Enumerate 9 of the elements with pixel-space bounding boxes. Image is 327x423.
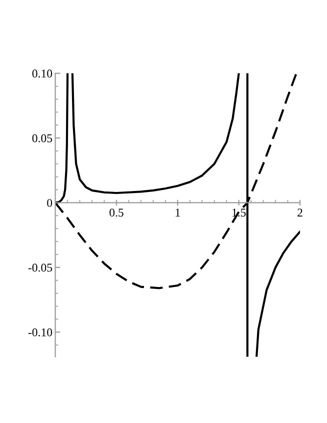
y-tick-label: -0.10 <box>28 328 52 336</box>
x-tick-label: 1 <box>176 208 180 216</box>
y-tick-label: -0.05 <box>28 264 52 272</box>
y-tick-label: 0.05 <box>32 134 52 142</box>
y-tick-label: 0 <box>47 198 52 207</box>
x-tick-label: 1.5 <box>232 208 246 217</box>
x-tick-label: 0.5 <box>110 208 124 217</box>
x-tick-label: 2 <box>298 208 302 216</box>
y-tick-label: 0.10 <box>32 70 52 78</box>
